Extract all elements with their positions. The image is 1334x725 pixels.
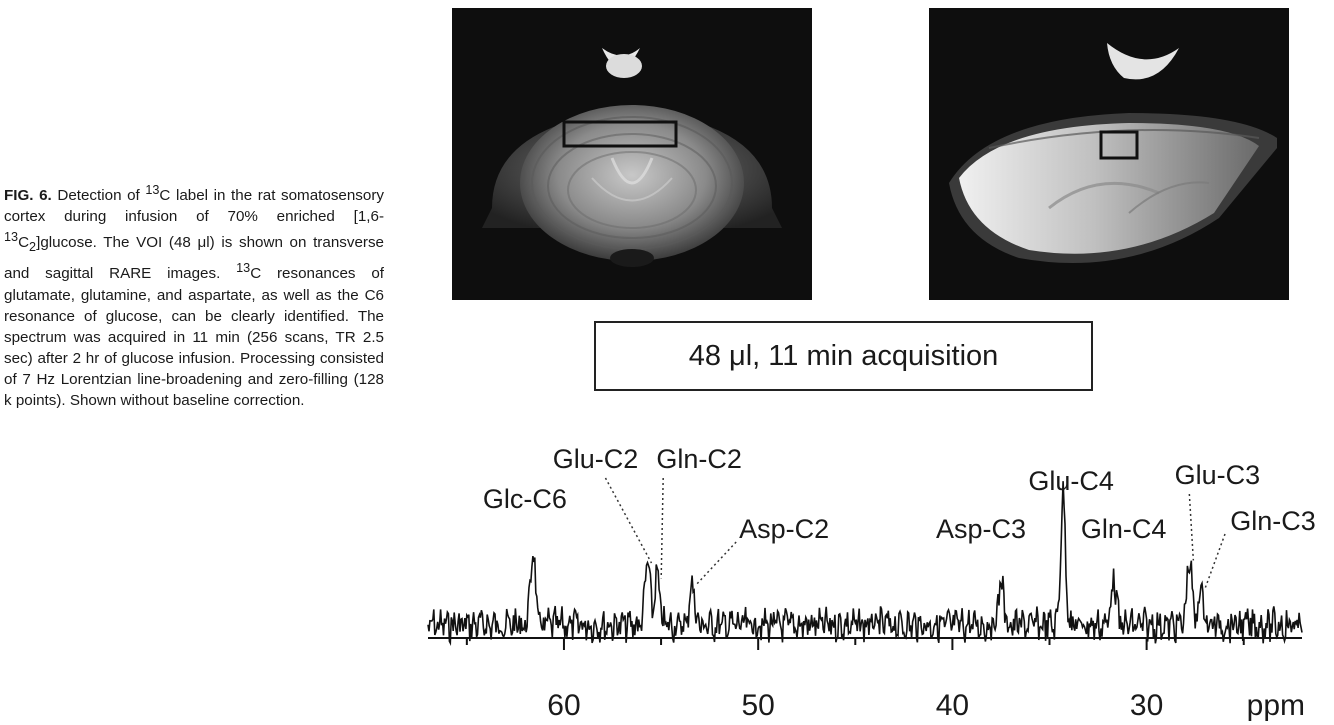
peak-label: Asp-C2: [739, 514, 829, 544]
x-tick-label: 40: [936, 689, 969, 722]
peak-label: Glc-C6: [483, 484, 567, 514]
figure-label: FIG. 6.: [4, 187, 52, 205]
peak-label: Asp-C3: [936, 514, 1026, 544]
peak-label: Gln-C3: [1230, 506, 1316, 536]
peak-label: Glu-C2: [553, 444, 639, 474]
peak-leader-line: [660, 477, 664, 579]
peak-leader-line: [1188, 493, 1195, 561]
x-tick-label: 50: [741, 689, 774, 722]
voi-square: [1099, 130, 1139, 160]
figure-caption: FIG. 6. Detection of 13C label in the ra…: [4, 183, 384, 410]
peak-label: Glu-C3: [1175, 460, 1261, 490]
peak-leader-line: [1204, 533, 1226, 589]
acquisition-label-box: 48 μl, 11 min acquisition: [594, 321, 1093, 391]
x-tick-label: 30: [1130, 689, 1163, 722]
mri-sagittal-graphic: [929, 8, 1289, 300]
mri-transverse-graphic: [452, 8, 812, 300]
peak-leader-line: [695, 541, 737, 586]
x-axis-label: ppm: [1247, 689, 1305, 722]
mri-sagittal-image: [929, 8, 1289, 300]
peak-label: Glu-C4: [1028, 466, 1114, 496]
acquisition-label: 48 μl, 11 min acquisition: [688, 339, 999, 372]
spectrum-plot: 60 50 40 30 ppm Glc-C6 Glu-C2 Gln-C2 Asp-C2 Asp-C…: [427, 444, 1316, 722]
mri-transverse-image: [452, 8, 812, 300]
nmr-spectrum: 60 50 40 30 ppm Glc-C6 Glu-C2 Gln-C2 Asp-C2 Asp-C…: [420, 420, 1320, 725]
voi-rectangle: [562, 120, 678, 148]
x-tick-label: 60: [547, 689, 580, 722]
peak-label: Gln-C2: [656, 444, 742, 474]
peak-label: Gln-C4: [1081, 514, 1167, 544]
peak-leader-line: [604, 477, 653, 564]
